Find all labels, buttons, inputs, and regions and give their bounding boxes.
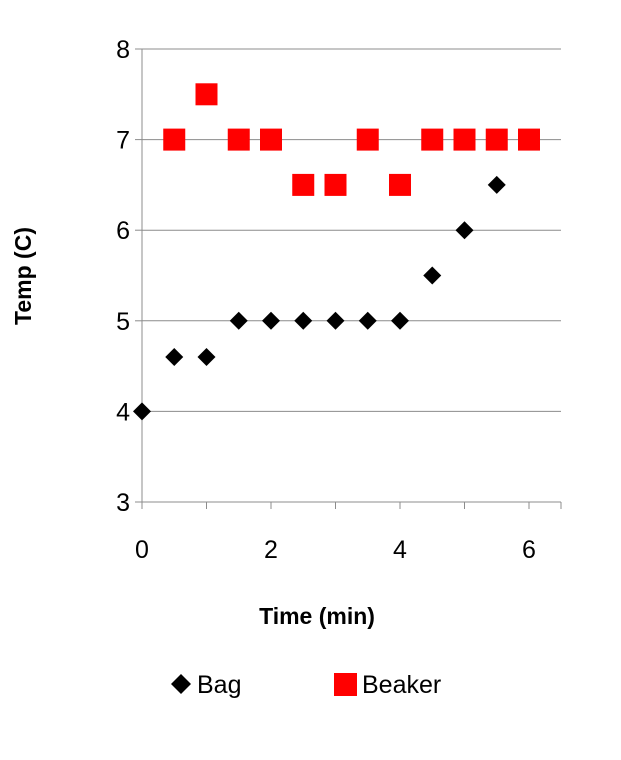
x-tick-label: 4 — [393, 536, 407, 564]
beaker-point — [518, 128, 540, 151]
y-tick-label: 6 — [116, 217, 130, 245]
bag-point — [294, 311, 313, 330]
bag-point — [487, 175, 506, 194]
bag-point — [133, 402, 151, 421]
y-tick-label: 4 — [116, 398, 130, 426]
axes — [135, 48, 562, 509]
legend: Bag Beaker — [171, 671, 441, 699]
y-tick-label: 5 — [116, 308, 130, 336]
x-tick-label: 0 — [135, 536, 149, 564]
bag-point — [165, 348, 184, 367]
data-points — [133, 83, 540, 421]
bag-point — [262, 311, 280, 330]
beaker-point — [389, 173, 411, 196]
x-tick-label: 2 — [264, 536, 278, 564]
y-tick-label: 3 — [116, 489, 130, 517]
bag-point — [423, 266, 442, 285]
bag-point — [358, 311, 377, 330]
bag-point — [197, 348, 216, 367]
tick-labels: 3 4 5 6 7 8 0 2 4 6 — [116, 36, 536, 564]
beaker-point — [356, 128, 379, 151]
beaker-point — [485, 128, 508, 151]
legend-square-marker — [334, 673, 357, 696]
legend-label-beaker: Beaker — [362, 671, 441, 699]
beaker-point — [324, 173, 347, 196]
x-axis-title: Time (min) — [259, 603, 375, 629]
beaker-point — [163, 128, 186, 151]
legend-label-bag: Bag — [197, 671, 241, 699]
beaker-point — [227, 128, 250, 151]
y-tick-label: 7 — [116, 127, 130, 155]
beaker-point — [260, 128, 282, 151]
bag-point — [391, 311, 409, 330]
beaker-point — [292, 173, 315, 196]
y-tick-label: 8 — [116, 36, 130, 64]
bag-point — [229, 311, 248, 330]
bag-point — [455, 221, 474, 240]
beaker-point — [453, 128, 476, 151]
beaker-point — [421, 128, 444, 151]
legend-diamond-marker — [171, 674, 191, 694]
x-tick-label: 6 — [522, 536, 536, 564]
y-axis-title: Temp (C) — [10, 227, 36, 325]
gridlines — [142, 48, 561, 503]
bag-point — [326, 311, 345, 330]
beaker-point — [195, 83, 218, 106]
